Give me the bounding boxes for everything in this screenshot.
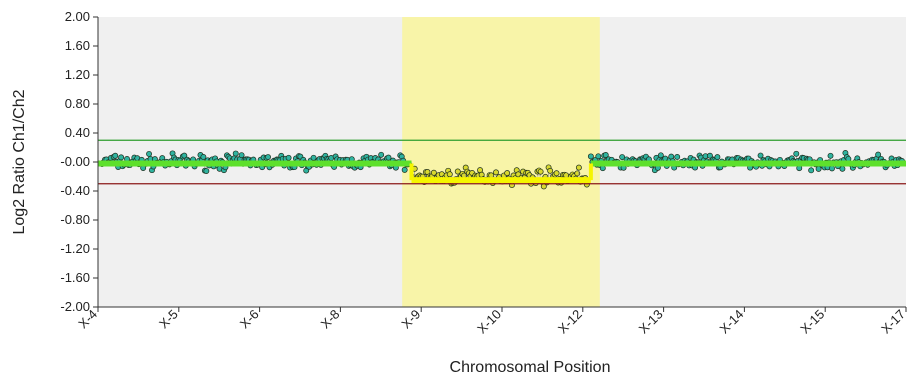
- y-tick-label: -1.20: [60, 241, 90, 256]
- data-point: [493, 169, 499, 176]
- y-tick-label: 0.80: [65, 96, 90, 111]
- data-point: [146, 150, 153, 157]
- data-point: [619, 154, 626, 160]
- data-point: [553, 170, 560, 177]
- y-tick-label: 1.60: [65, 38, 90, 53]
- y-axis-ticks: 2.00 1.60 1.20 0.80 0.40 -0.00 -0.40 -0.80 -1.20…: [60, 9, 98, 314]
- data-point: [430, 169, 437, 176]
- data-point: [657, 152, 664, 159]
- segment-lines: [98, 160, 906, 184]
- y-tick-label: 2.00: [65, 9, 90, 24]
- y-axis-label: Log2 Ratio Ch1/Ch2: [11, 89, 28, 234]
- data-point: [203, 168, 210, 174]
- data-point: [118, 154, 125, 161]
- data-point: [385, 154, 392, 161]
- data-point: [200, 154, 207, 160]
- x-tick-label: X-9: [398, 307, 423, 332]
- data-point: [232, 150, 239, 157]
- data-point: [401, 166, 408, 173]
- x-tick-label: X-6: [237, 307, 262, 332]
- y-tick-label: -0.00: [60, 154, 90, 169]
- x-tick-label: X-10: [474, 307, 504, 337]
- data-point: [575, 164, 582, 171]
- y-tick-label: -0.40: [60, 183, 90, 198]
- x-axis-ticks: X-4 X-5 X-6 X-8 X-9 X-10 X-12 X-13 X-14 X-15 X-17: [75, 307, 908, 337]
- data-point: [827, 152, 834, 159]
- x-axis-label: Chromosomal Position: [450, 359, 611, 376]
- x-tick-label: X-13: [636, 307, 666, 337]
- data-point: [238, 152, 245, 159]
- data-point: [875, 151, 882, 158]
- data-point: [595, 153, 602, 160]
- data-point: [808, 167, 815, 174]
- data-point: [547, 167, 554, 174]
- y-tick-label: -1.60: [60, 270, 90, 285]
- x-tick-label: X-5: [156, 307, 181, 332]
- data-point: [587, 153, 594, 160]
- data-point: [714, 154, 721, 161]
- data-point: [674, 154, 681, 160]
- data-point: [181, 152, 188, 159]
- x-tick-label: X-12: [555, 307, 585, 337]
- data-point: [707, 152, 713, 159]
- data-point: [454, 168, 461, 175]
- x-tick-label: X-17: [878, 307, 908, 337]
- y-tick-label: -0.80: [60, 212, 90, 227]
- y-tick-label: 0.40: [65, 125, 90, 140]
- highlight-region: [402, 17, 600, 307]
- data-point: [504, 170, 511, 177]
- data-point: [112, 152, 119, 159]
- data-point: [446, 171, 453, 178]
- data-point: [310, 154, 317, 161]
- data-point: [265, 154, 271, 160]
- data-point: [793, 150, 800, 157]
- data-point: [378, 151, 385, 158]
- data-point: [285, 154, 292, 161]
- y-tick-label: 1.20: [65, 67, 90, 82]
- x-tick-label: X-14: [716, 307, 746, 337]
- y-tick-label: -2.00: [60, 299, 90, 314]
- data-point: [757, 152, 764, 159]
- x-tick-label: X-8: [318, 307, 343, 332]
- data-point: [829, 165, 835, 172]
- data-point: [839, 165, 846, 172]
- x-tick-label: X-15: [797, 307, 827, 337]
- data-point: [537, 168, 544, 175]
